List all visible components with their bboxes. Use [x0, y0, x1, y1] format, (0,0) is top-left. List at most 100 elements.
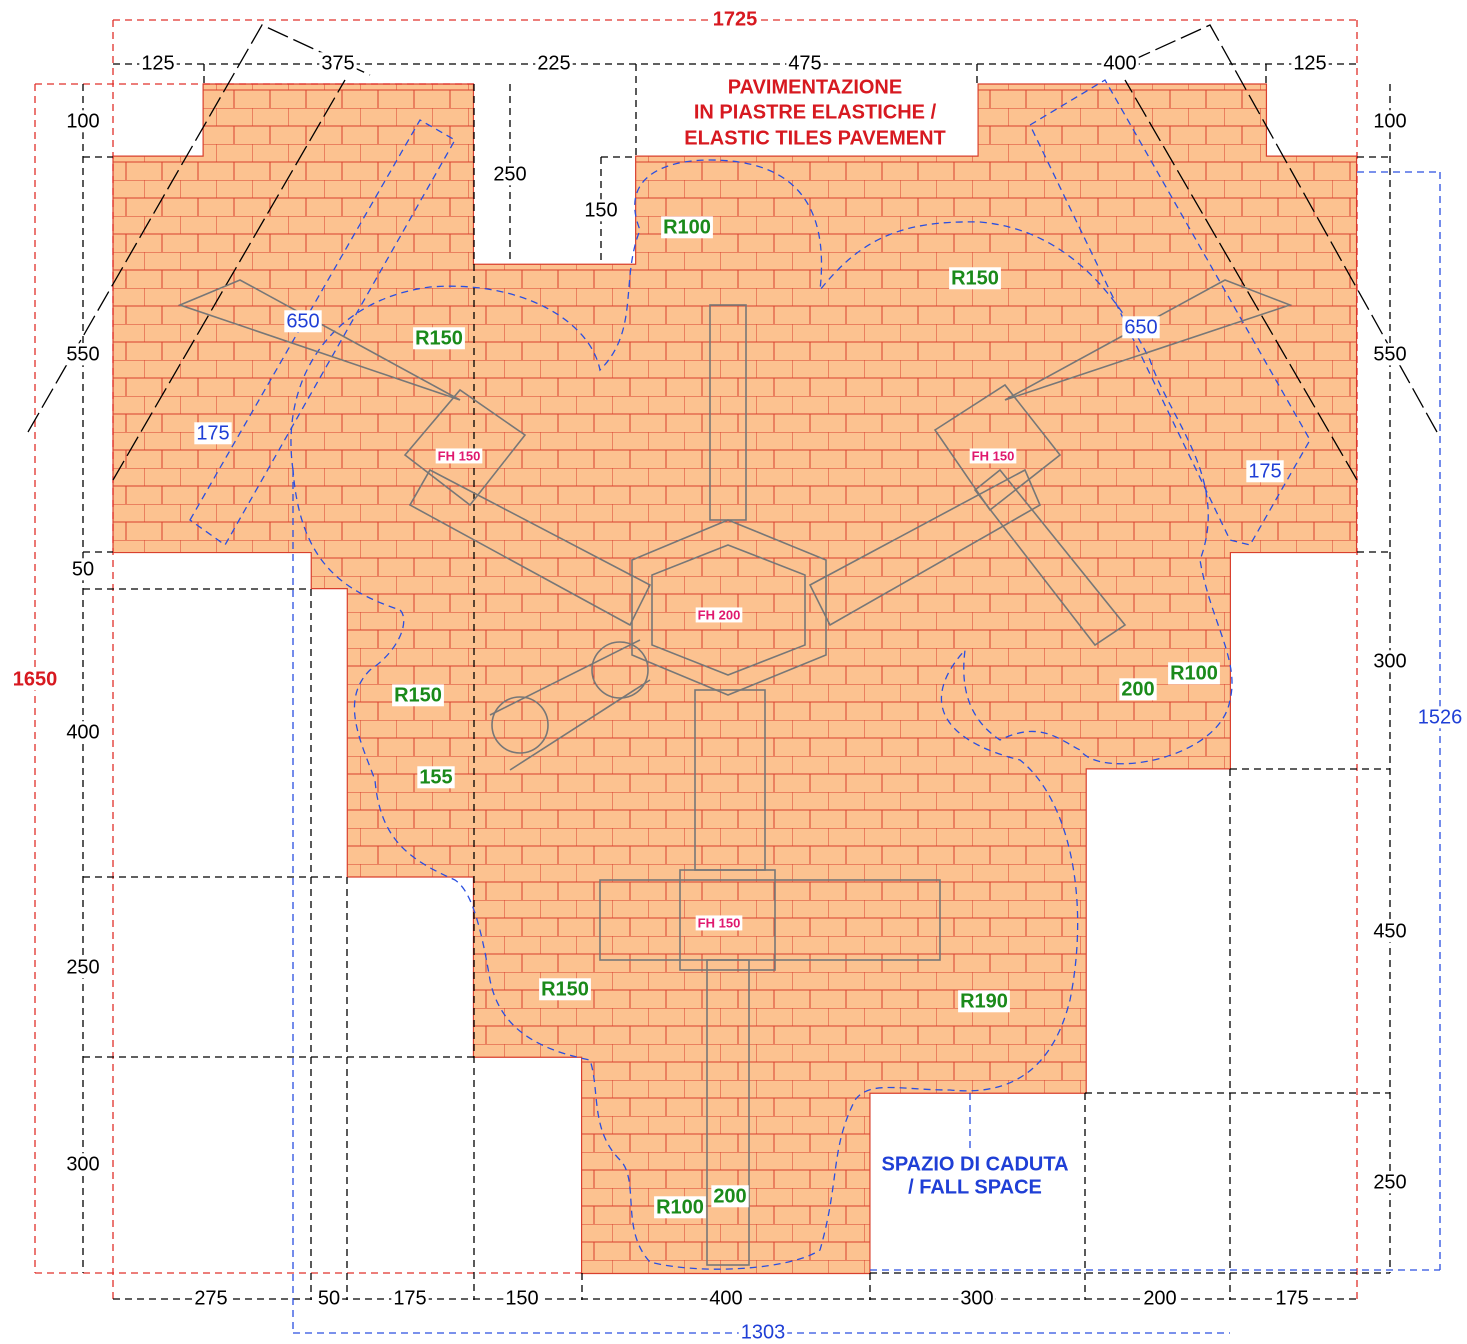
radii-label: R150 — [541, 978, 589, 1000]
fall-heights-label: FH 150 — [972, 448, 1015, 463]
dimensions-label: 375 — [321, 52, 354, 74]
label-background — [682, 127, 948, 150]
label-background — [958, 990, 1010, 1013]
label-background — [192, 1287, 230, 1310]
dimensions-label: 1725 — [713, 8, 758, 30]
pavement-note-label: PAVIMENTAZIONE — [728, 76, 902, 98]
label-background — [1291, 52, 1329, 75]
fall-space-note-label: / FALL SPACE — [908, 1176, 1042, 1198]
dimensions-label: 175 — [393, 1287, 426, 1309]
dimensions-label: 250 — [1373, 1171, 1406, 1193]
radii-label: R150 — [951, 267, 999, 289]
dimensions-label: 50 — [318, 1287, 340, 1309]
dimensions-label: 175 — [1248, 460, 1281, 482]
dimensions-label: 400 — [709, 1287, 742, 1309]
pavement-note-label: ELASTIC TILES PAVEMENT — [684, 127, 946, 149]
fall-heights-label: FH 150 — [438, 448, 481, 463]
dimensions-label: 650 — [1124, 316, 1157, 338]
label-background — [69, 558, 97, 581]
label-background — [1141, 1287, 1179, 1310]
label-background — [284, 310, 322, 333]
dimensions-label: 1526 — [1418, 706, 1463, 728]
label-background — [786, 52, 824, 75]
dimensions-label: 275 — [194, 1287, 227, 1309]
dimensions-label: 300 — [1373, 650, 1406, 672]
dimensions-label: 300 — [960, 1287, 993, 1309]
label-background — [949, 267, 1001, 290]
fall-space — [189, 79, 1311, 1270]
label-background — [906, 1176, 1044, 1199]
label-background — [319, 52, 357, 75]
label-background — [1371, 343, 1409, 366]
label-background — [64, 956, 102, 979]
label-background — [503, 1287, 541, 1310]
label-background — [1371, 1171, 1409, 1194]
label-background — [969, 448, 1017, 464]
fall-heights-label: FH 200 — [698, 607, 741, 622]
label-background — [10, 668, 60, 691]
label-background — [1168, 662, 1220, 685]
dimensions-label: 100 — [1373, 110, 1406, 132]
label-background — [64, 343, 102, 366]
dimensions-label: 550 — [1373, 343, 1406, 365]
radii-label: R190 — [960, 990, 1008, 1012]
label-background — [1246, 460, 1284, 483]
label-background — [1371, 110, 1409, 133]
pavement-note-label: IN PIASTRE ELASTICHE / — [694, 101, 937, 123]
dimensions-label: 1303 — [741, 1321, 786, 1339]
dimensions-label: 400 — [1103, 52, 1136, 74]
fall-heights-label: FH 150 — [698, 915, 741, 930]
dimensions-label: 650 — [286, 310, 319, 332]
dimensions-label: 250 — [493, 163, 526, 185]
label-background — [539, 978, 591, 1001]
radii-label: 200 — [1121, 678, 1154, 700]
dimensions-label: 300 — [66, 1153, 99, 1175]
label-background — [695, 915, 743, 931]
radii-label: 155 — [419, 766, 452, 788]
label-background — [654, 1196, 706, 1219]
label-background — [582, 199, 620, 222]
dimensions-label: 125 — [1293, 52, 1326, 74]
label-background — [194, 422, 232, 445]
dimensions-label: 150 — [505, 1287, 538, 1309]
fall-space-note-label: SPAZIO DI CADUTA — [881, 1153, 1068, 1175]
label-background — [879, 1153, 1071, 1176]
dimensions-label: 225 — [537, 52, 570, 74]
dimensions-label: 175 — [196, 422, 229, 444]
label-background — [738, 1321, 788, 1344]
label-background — [139, 52, 177, 75]
label-background — [64, 721, 102, 744]
play-equipment — [177, 279, 1293, 1266]
dimensions-label: 475 — [788, 52, 821, 74]
radii-label: R150 — [394, 684, 442, 706]
label-background — [1371, 650, 1409, 673]
label-background — [391, 1287, 429, 1310]
label-background — [1101, 52, 1139, 75]
label-background — [413, 327, 465, 350]
label-background — [1415, 706, 1465, 729]
radii-label: R100 — [1170, 662, 1218, 684]
dimensions-label: 400 — [66, 721, 99, 743]
dimensions-label: 175 — [1275, 1287, 1308, 1309]
radii-label: 200 — [713, 1185, 746, 1207]
label-background — [315, 1287, 343, 1310]
label-background — [64, 110, 102, 133]
label-background — [710, 8, 760, 31]
label-background — [535, 52, 573, 75]
label-background — [711, 1185, 749, 1208]
label-background — [392, 684, 444, 707]
dimensions-label: 150 — [584, 199, 617, 221]
label-background — [64, 1153, 102, 1176]
radii-label: R100 — [663, 216, 711, 238]
dimensions-label: 550 — [66, 343, 99, 365]
label-background — [707, 1287, 745, 1310]
label-background — [661, 216, 713, 239]
label-background — [1122, 316, 1160, 339]
dimensions-label: 125 — [141, 52, 174, 74]
dimensions-label: 1650 — [13, 668, 58, 690]
label-background — [695, 607, 743, 623]
dimensions-label: 50 — [72, 558, 94, 580]
label-background — [958, 1287, 996, 1310]
label-background — [1119, 678, 1157, 701]
